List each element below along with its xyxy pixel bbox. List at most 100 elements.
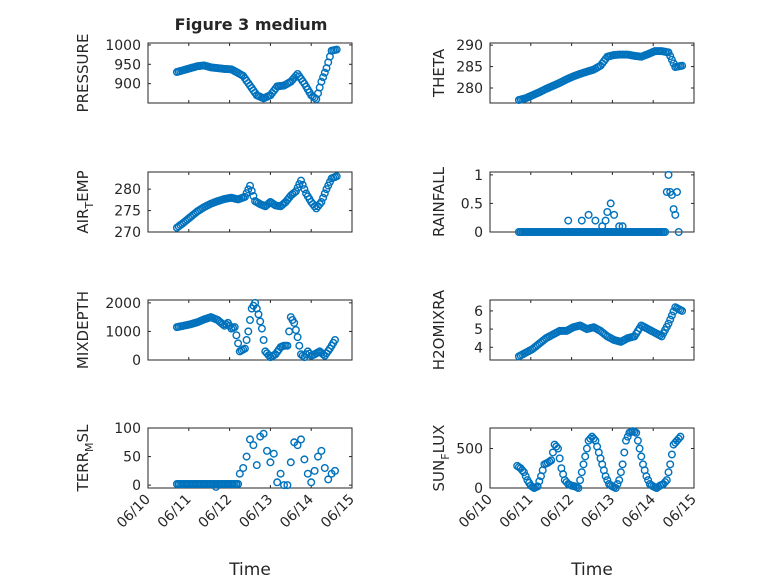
data-point: [293, 333, 302, 342]
y-tick-label: 0: [132, 353, 141, 369]
data-point: [664, 319, 673, 328]
data-point: [613, 480, 622, 489]
y-tick-label: 1: [474, 168, 483, 184]
data-point: [235, 469, 244, 478]
y-tick-label: 4: [474, 340, 483, 356]
data-point: [606, 199, 615, 208]
x-tick-label: 06/14: [277, 491, 317, 531]
y-tick-label: 50: [123, 450, 141, 466]
data-point: [273, 478, 282, 487]
subplot-theta: 280 285 290 THETA: [430, 38, 695, 104]
data-point: [618, 222, 627, 231]
data-point: [661, 227, 670, 236]
data-point: [331, 336, 340, 345]
data-point: [234, 480, 243, 489]
markers-pressure: [172, 45, 341, 104]
data-point: [315, 200, 324, 209]
data-point: [520, 468, 529, 477]
data-point: [249, 191, 258, 200]
data-point: [671, 210, 680, 219]
data-point: [598, 222, 607, 231]
data-point: [674, 434, 683, 443]
markers-mixdepth: [172, 298, 340, 362]
data-point: [211, 482, 220, 491]
subplot-mixdepth: 0 1000 2000 MIXDEPTH: [74, 291, 353, 369]
y-axis-label: TERRMSL: [74, 424, 96, 493]
y-axis-label: MIXDEPTH: [74, 291, 92, 369]
x-tick-label: 06/15: [318, 492, 358, 532]
data-point: [280, 481, 289, 490]
data-point: [667, 311, 676, 320]
y-tick-label: 5: [474, 322, 483, 338]
data-point: [666, 315, 675, 324]
y-tick-label: 280: [456, 81, 483, 97]
data-point: [591, 216, 600, 225]
markers-theta: [514, 47, 687, 104]
x-axis-label: Time: [228, 560, 271, 580]
x-tick-label: 06/13: [578, 492, 618, 532]
y-tick-label: 285: [456, 60, 483, 76]
data-point: [242, 452, 251, 461]
data-point: [264, 199, 273, 208]
data-point: [232, 331, 241, 340]
data-point: [577, 468, 586, 477]
subplot-terr_msl: 0 50 100 06/10 06/11 06/12 06/13 06/14 06/15 Time…: [74, 421, 358, 580]
data-point: [286, 458, 295, 467]
x-tick-label: 06/11: [155, 492, 195, 532]
x-tick-label: 06/14: [619, 491, 659, 531]
data-point: [332, 172, 341, 181]
y-tick-label: 280: [114, 182, 141, 198]
axes-box: [489, 171, 695, 233]
data-point: [579, 460, 588, 469]
data-point: [642, 472, 651, 481]
subplot-air_temp: 270 275 280 AIRTEMP: [74, 170, 353, 241]
y-tick-label: 950: [114, 57, 141, 73]
data-point: [616, 468, 625, 477]
data-point: [297, 435, 306, 444]
data-point: [586, 434, 595, 443]
data-point: [528, 482, 537, 491]
data-point: [678, 61, 687, 70]
data-point: [635, 444, 644, 453]
data-point: [263, 446, 272, 455]
data-point: [518, 466, 527, 475]
data-point: [314, 452, 323, 461]
data-point: [554, 444, 563, 453]
data-point: [601, 216, 610, 225]
data-point: [239, 464, 248, 473]
y-tick-label: 100: [114, 421, 141, 437]
data-point: [320, 189, 329, 198]
data-point: [317, 197, 326, 206]
data-point: [290, 318, 299, 327]
subplot-rainfall: 0 0.5 1 RAINFALL: [430, 166, 695, 241]
y-axis-label: PRESSURE: [74, 34, 92, 113]
y-axis-label: SUNFLUX: [430, 425, 452, 492]
data-point: [521, 472, 530, 481]
data-point: [545, 457, 554, 466]
data-point: [632, 428, 641, 437]
data-point: [245, 316, 254, 325]
data-point: [332, 45, 341, 54]
subplot-pressure: 900 950 1000 PRESSURE: [74, 34, 353, 113]
x-tick-label: 06/10: [456, 492, 496, 532]
data-point: [300, 455, 309, 464]
data-point: [230, 323, 239, 332]
data-point: [582, 444, 591, 453]
data-point: [637, 452, 646, 461]
data-point: [601, 472, 610, 481]
data-point: [244, 327, 253, 336]
y-axis-label: H2OMIXRA: [430, 289, 448, 370]
data-point: [548, 448, 557, 457]
data-point: [603, 207, 612, 216]
data-point: [610, 210, 619, 219]
markers-sun_flux: [513, 427, 685, 493]
data-point: [678, 306, 687, 315]
x-tick-label: 06/12: [538, 492, 578, 532]
y-tick-label: 270: [114, 225, 141, 241]
data-point: [245, 435, 254, 444]
data-point: [667, 450, 676, 459]
data-point: [283, 341, 292, 350]
y-tick-label: 290: [456, 38, 483, 54]
data-point: [300, 185, 309, 194]
